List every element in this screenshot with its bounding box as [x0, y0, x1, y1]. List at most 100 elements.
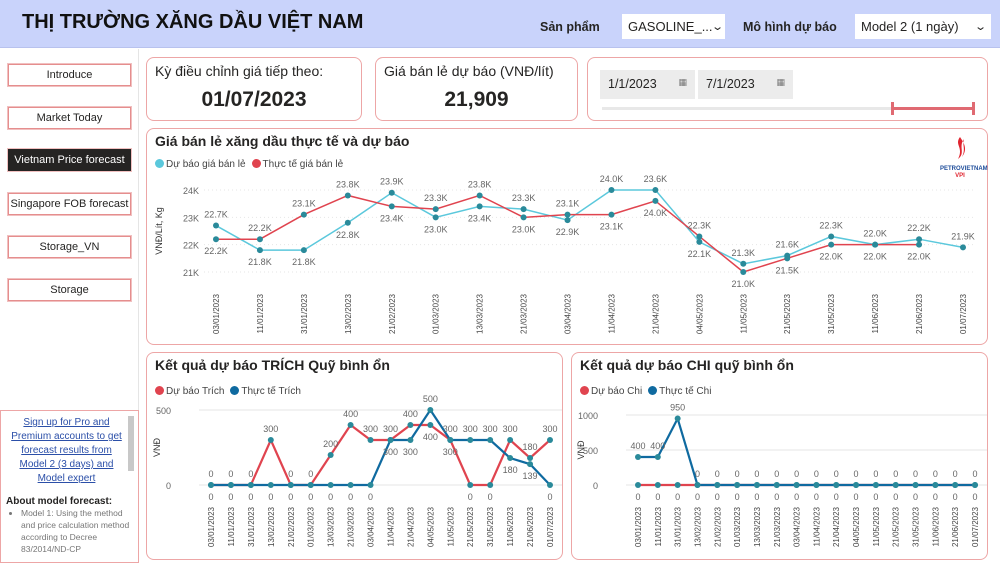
x-tick-label: 11/04/2023 [386, 506, 395, 546]
legend-item[interactable]: Dự báo Trích [155, 386, 224, 397]
x-tick-label: 03/04/2023 [564, 293, 573, 334]
data-point [467, 482, 474, 488]
scrollbar[interactable] [128, 416, 134, 471]
data-label: 0 [913, 492, 918, 502]
x-tick-label: 21/03/2023 [520, 293, 529, 334]
data-label: 0 [933, 469, 938, 479]
nav-vietnam-price-forecast[interactable]: Vietnam Price forecast [8, 149, 131, 171]
date-slider-track[interactable] [602, 107, 974, 110]
data-label: 0 [893, 469, 898, 479]
data-point [674, 415, 681, 422]
data-point [952, 482, 959, 488]
data-point [267, 437, 274, 443]
model-label: Mô hình dự báo [743, 20, 837, 34]
x-tick-label: 13/03/2023 [327, 506, 336, 547]
sidebar-divider [138, 49, 139, 563]
data-label: 0 [208, 469, 213, 479]
data-label: 23.3K [512, 193, 536, 203]
data-label: 300 [443, 447, 458, 457]
data-label: 0 [208, 492, 213, 502]
data-label: 23.1K [556, 199, 580, 209]
data-point [447, 437, 454, 443]
data-label: 300 [463, 424, 478, 434]
x-tick-label: 11/01/2023 [256, 293, 265, 333]
about-item: Model 1: Using the method and price calc… [21, 507, 130, 555]
calendar-icon: ▦ [776, 77, 785, 87]
data-label: 0 [893, 492, 898, 502]
data-point [828, 241, 835, 248]
data-label: 0 [268, 492, 273, 502]
forecast-price-card: Giá bán lẻ dự báo (VNĐ/lít) 21,909 [375, 57, 578, 121]
data-label: 0 [873, 492, 878, 502]
legend-item[interactable]: Dự báo giá bán lẻ [155, 159, 246, 170]
legend-item[interactable]: Thực tế Chi [648, 386, 711, 397]
next-adjust-card: Kỳ điều chỉnh giá tiếp theo: 01/07/2023 [146, 57, 362, 121]
data-label: 0 [814, 469, 819, 479]
data-label: 300 [542, 424, 557, 434]
start-date-input[interactable]: 1/1/2023 ▦ [600, 70, 695, 99]
data-point [564, 211, 571, 218]
product-dropdown[interactable]: GASOLINE_... ⌄ [622, 14, 725, 39]
data-label: 0 [834, 469, 839, 479]
data-label: 0 [228, 492, 233, 502]
series-line [638, 415, 975, 487]
product-value: GASOLINE_... [628, 19, 713, 34]
data-point [932, 482, 939, 488]
data-point [547, 482, 553, 488]
data-point [654, 454, 661, 460]
data-label: 300 [383, 424, 398, 434]
data-point [960, 244, 966, 251]
promo-link[interactable]: Sign up for Pro and Premium accounts to … [11, 417, 122, 484]
y-tick-label: 0 [166, 481, 171, 491]
data-label: 0 [715, 469, 720, 479]
data-point [892, 482, 899, 488]
data-point [213, 236, 219, 243]
data-point [916, 241, 923, 248]
data-point [520, 206, 527, 213]
data-label: 400 [423, 432, 438, 442]
data-label: 22.0K [907, 252, 931, 262]
model-dropdown[interactable]: Model 2 (1 ngày) ⌄ [855, 14, 991, 39]
data-label: 0 [288, 492, 293, 502]
data-label: 0 [488, 492, 493, 502]
x-tick-label: 04/05/2023 [852, 506, 861, 547]
nav-market-today[interactable]: Market Today [8, 107, 131, 129]
data-label: 300 [483, 424, 498, 434]
nav-singapore-fob-forecast[interactable]: Singapore FOB forecast [8, 193, 131, 215]
data-point [344, 219, 351, 226]
x-tick-label: 01/03/2023 [733, 506, 742, 547]
chart-title: Kết quả dự báo CHI quỹ bình ổn [580, 357, 794, 373]
data-label: 0 [754, 469, 759, 479]
data-label: 0 [328, 492, 333, 502]
data-label: 0 [794, 492, 799, 502]
nav-storage-vn[interactable]: Storage_VN [8, 236, 131, 258]
forecast-price-label: Giá bán lẻ dự báo (VNĐ/lít) [384, 63, 554, 79]
data-point [307, 482, 314, 488]
data-label: 300 [383, 447, 398, 457]
data-label: 22.0K [863, 229, 887, 239]
x-tick-label: 11/01/2023 [654, 506, 663, 546]
x-tick-label: 01/03/2023 [432, 293, 441, 334]
x-tick-label: 31/05/2023 [486, 506, 495, 547]
next-adjust-label: Kỳ điều chỉnh giá tiếp theo: [155, 63, 324, 79]
data-point [547, 437, 553, 443]
legend-item[interactable]: Thực tế giá bán lẻ [251, 159, 343, 170]
y-tick-label: 24K [183, 186, 199, 196]
legend-item[interactable]: Dự báo Chi [580, 386, 642, 397]
x-tick-label: 03/01/2023 [207, 506, 216, 547]
end-date-input[interactable]: 7/1/2023 ▦ [698, 70, 793, 99]
data-point [267, 482, 274, 488]
slider-start-handle[interactable] [891, 102, 895, 115]
data-point [327, 482, 334, 488]
data-point [793, 482, 800, 488]
nav-storage[interactable]: Storage [8, 279, 131, 301]
data-point [734, 482, 741, 488]
data-point [773, 482, 780, 488]
data-label: 22.0K [863, 252, 887, 262]
legend-item[interactable]: Thực tế Trích [230, 386, 301, 397]
slider-end-handle[interactable] [972, 102, 975, 115]
nav-introduce[interactable]: Introduce [8, 64, 131, 86]
x-tick-label: 21/04/2023 [832, 506, 841, 547]
x-tick-label: 21/02/2023 [287, 506, 296, 547]
